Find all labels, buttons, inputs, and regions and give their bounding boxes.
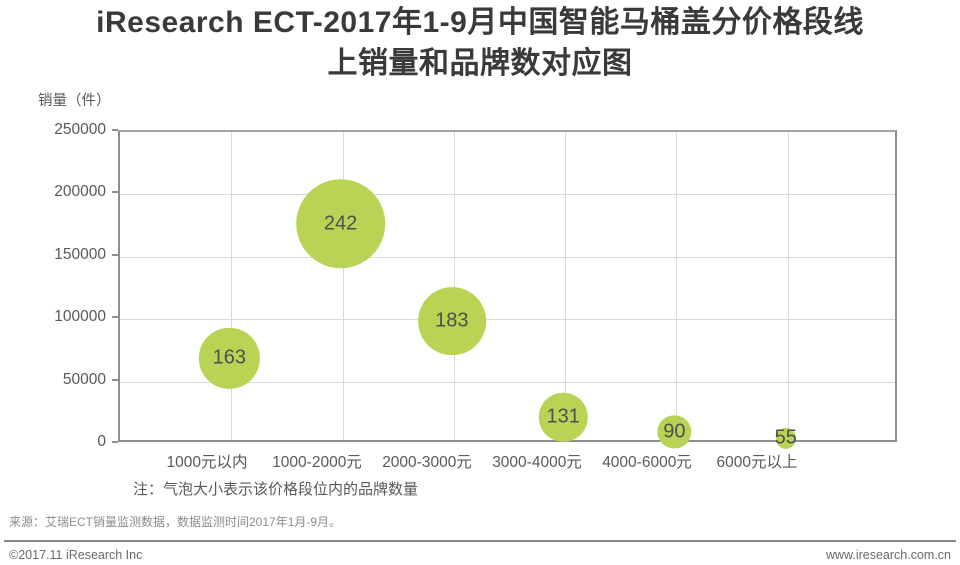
- y-axis-tick-label: 150000: [54, 245, 106, 263]
- y-axis-tick-mark: [112, 316, 118, 319]
- source-note: 来源：艾瑞ECT销量监测数据，数据监测时间2017年1月-9月。: [9, 515, 342, 529]
- horizontal-gridline: [120, 319, 895, 321]
- x-axis-tick-label: 2000-3000元: [382, 454, 472, 471]
- data-bubble: [538, 392, 588, 442]
- chart-title-line1: iResearch ECT-2017年1-9月中国智能马桶盖分价格段线: [96, 6, 864, 39]
- bubble-value-label: 163: [212, 346, 246, 369]
- vertical-gridline: [453, 132, 455, 440]
- horizontal-gridline: [120, 381, 895, 383]
- bubble-value-label: 183: [435, 309, 469, 332]
- vertical-gridline: [676, 132, 678, 440]
- bubble-value-label: 242: [323, 212, 358, 235]
- y-axis-tick-mark: [112, 253, 118, 256]
- y-axis-tick-label: 0: [97, 433, 106, 450]
- bubble-value-label: 90: [663, 420, 686, 443]
- x-axis-tick-label: 4000-6000元: [602, 454, 692, 471]
- footer-website: www.iresearch.com.cn: [825, 548, 951, 562]
- y-axis-tick-label: 250000: [54, 121, 106, 138]
- x-axis-tick-label: 1000-2000元: [272, 454, 362, 471]
- y-axis-tick-label: 100000: [54, 308, 106, 326]
- bubble-value-label: 55: [774, 426, 797, 449]
- vertical-gridline: [342, 132, 344, 440]
- x-axis-tick-label: 1000元以内: [166, 454, 248, 471]
- vertical-gridline: [565, 132, 567, 440]
- footer-divider: [4, 540, 956, 542]
- data-bubble: [199, 328, 260, 389]
- data-bubble: [417, 287, 486, 355]
- y-axis-title: 销量（件）: [38, 93, 111, 109]
- data-bubble: [295, 178, 386, 269]
- chart-note: 注：气泡大小表示该价格段位内的品牌数量: [133, 481, 419, 498]
- data-bubble: [775, 428, 796, 449]
- y-axis-tick-label: 200000: [54, 183, 106, 201]
- vertical-gridline: [787, 132, 789, 440]
- horizontal-gridline: [120, 256, 895, 258]
- footer-copyright: ©2017.11 iResearch Inc: [9, 548, 143, 562]
- x-axis-tick-label: 6000元以上: [716, 454, 798, 471]
- bubble-value-label: 131: [546, 405, 580, 428]
- vertical-gridline: [231, 132, 233, 440]
- x-axis-tick-label: 3000-4000元: [492, 454, 582, 471]
- y-axis-tick-mark: [112, 129, 118, 131]
- plot-area: [118, 130, 897, 442]
- y-axis-tick-mark: [112, 191, 118, 194]
- y-axis-tick-label: 50000: [62, 370, 106, 388]
- data-bubble: [657, 415, 692, 449]
- chart-title: iResearch ECT-2017年1-9月中国智能马桶盖分价格段线 上销量和…: [0, 2, 960, 84]
- horizontal-gridline: [120, 194, 895, 196]
- y-axis-tick-mark: [112, 441, 118, 443]
- y-axis-tick-mark: [112, 378, 118, 381]
- chart-title-line2: 上销量和品牌数对应图: [327, 47, 633, 80]
